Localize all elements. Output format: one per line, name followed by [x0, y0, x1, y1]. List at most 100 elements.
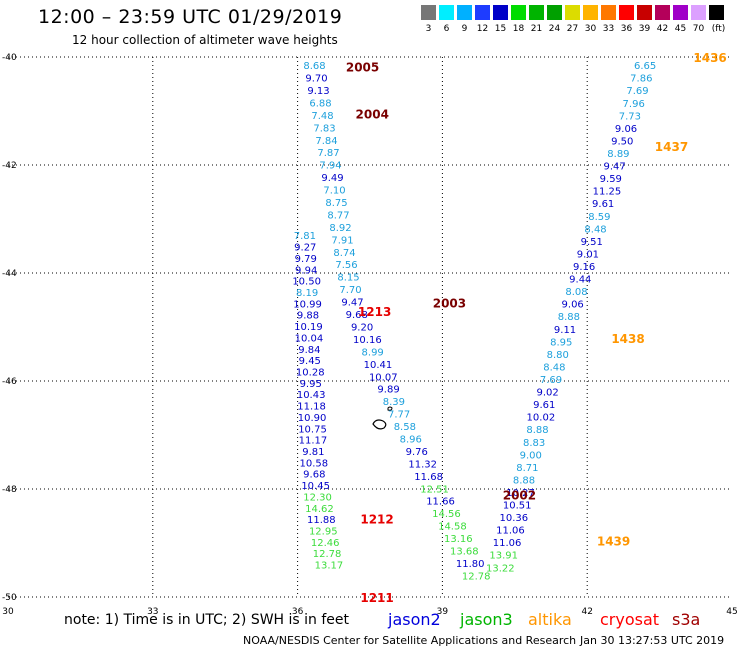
legend-swatch [691, 5, 706, 20]
x-tick-label: 39 [437, 607, 449, 617]
legend-label: 15 [494, 24, 507, 34]
wave-height-label: 11.17 [299, 436, 328, 447]
wave-height-label: 11.68 [414, 472, 443, 483]
wave-height-label: 9.79 [295, 254, 317, 265]
legend-swatch [583, 5, 598, 20]
wave-height-label: 10.27 [506, 488, 535, 499]
wave-height-label: 9.61 [533, 400, 555, 411]
wave-height-label: 8.39 [383, 397, 405, 408]
wave-height-label: 14.62 [305, 504, 334, 515]
wave-height-label: 9.47 [341, 298, 363, 309]
legend-swatch [619, 5, 634, 20]
legend-label: (ft) [711, 24, 726, 34]
wave-height-label: 13.68 [450, 547, 479, 558]
wave-height-label: 9.89 [377, 385, 399, 396]
wave-height-label: 11.80 [456, 559, 485, 570]
page-title: 12:00 – 23:59 UTC 01/29/2019 [38, 6, 343, 28]
satellite-name-s3a: s3a [672, 610, 701, 629]
wave-height-label: 11.66 [426, 497, 455, 508]
wave-height-label: 8.89 [607, 149, 629, 160]
wave-height-label: 9.16 [573, 262, 595, 273]
wave-height-label: 7.48 [311, 111, 333, 122]
legend-swatch [529, 5, 544, 20]
wave-height-label: 11.25 [593, 187, 622, 198]
generation-timestamp: Jan 30 13:27:53 UTC 2019 [580, 634, 725, 647]
wave-height-label: 10.90 [298, 413, 327, 424]
wave-height-label: 8.75 [325, 198, 347, 209]
wave-height-label: 8.88 [513, 475, 535, 486]
wave-height-label: 10.51 [503, 501, 532, 512]
legend-swatch [655, 5, 670, 20]
wave-height-label: 7.94 [319, 161, 341, 172]
wave-height-label: 9.51 [581, 237, 603, 248]
pass-time-label: 1438 [611, 332, 644, 346]
x-tick-label: 36 [292, 607, 304, 617]
wave-height-label: 10.75 [298, 424, 327, 435]
legend-label: 70 [692, 24, 705, 34]
wave-height-label: 9.20 [351, 322, 373, 333]
wave-height-label: 9.44 [569, 275, 591, 286]
island-outline [372, 406, 393, 430]
wave-height-label: 12.46 [311, 538, 340, 549]
legend-swatch [475, 5, 490, 20]
pass-time-label: 1439 [597, 534, 630, 548]
wave-height-label: 8.59 [588, 212, 610, 223]
wave-height-label: 12.30 [303, 492, 332, 503]
wave-height-label: 9.70 [305, 74, 327, 85]
legend-label: 39 [638, 24, 651, 34]
wave-height-label: 10.04 [295, 333, 324, 344]
pass-time-labels: 2005 2004 2003 2002 1213 1212 1211 1436 1437 1438… [346, 51, 727, 605]
legend-label: 33 [602, 24, 615, 34]
wave-height-label: 10.99 [293, 299, 322, 310]
wave-height-label: 9.00 [520, 450, 542, 461]
pass-time-label: 2005 [346, 61, 379, 75]
wave-height-label: 8.19 [296, 288, 318, 299]
y-tick-label: -50 [2, 593, 17, 603]
wave-height-label: 9.88 [297, 311, 319, 322]
axis-tick-labels: 30 33 36 39 42 45 -40 -42 -44 -46 -48 -50 [2, 53, 738, 617]
wave-height-label: 8.74 [333, 248, 355, 259]
wave-height-label: 8.88 [558, 312, 580, 323]
pass-time-label: 2002 [503, 488, 536, 502]
wave-height-label: 9.01 [577, 249, 599, 260]
wave-height-label: 13.91 [489, 551, 518, 562]
wave-height-label: 7.86 [630, 74, 652, 85]
legend-swatch [601, 5, 616, 20]
pass-time-label: 1213 [358, 305, 391, 319]
wave-height-label: 12.95 [309, 527, 338, 538]
wave-height-label: 14.56 [432, 509, 461, 520]
wave-height-label: 9.06 [615, 124, 637, 135]
wave-height-label: 9.59 [600, 174, 622, 185]
legend-swatch [709, 5, 724, 20]
wave-height-label: 7.10 [323, 186, 345, 197]
y-tick-label: -48 [2, 485, 17, 495]
wave-height-label: 8.77 [327, 210, 349, 221]
map-grid [8, 56, 732, 598]
y-tick-label: -46 [2, 377, 17, 387]
legend-swatch [565, 5, 580, 20]
legend-label: 45 [674, 24, 687, 34]
wave-height-label: 11.32 [408, 459, 437, 470]
pass-time-label: 1212 [360, 513, 393, 527]
y-tick-label: -44 [2, 269, 17, 279]
wave-height-label: 9.06 [562, 300, 584, 311]
wave-height-label: 9.84 [298, 345, 320, 356]
wave-height-label: 10.02 [527, 413, 556, 424]
x-tick-label: 30 [2, 607, 14, 617]
wave-height-label: 8.80 [547, 350, 569, 361]
wave-height-label: 8.83 [523, 438, 545, 449]
wave-height-label: 11.88 [307, 515, 336, 526]
legend-swatch [421, 5, 436, 20]
legend-swatch [511, 5, 526, 20]
x-tick-label: 42 [581, 607, 592, 617]
pass-time-label: 2004 [356, 108, 389, 122]
wave-height-label: 12.78 [313, 549, 342, 560]
wave-height-label: 7.87 [317, 148, 339, 159]
wave-height-label: 9.50 [611, 136, 633, 147]
legend-label: 12 [476, 24, 489, 34]
wave-height-label: 9.68 [346, 310, 368, 321]
wave-height-points: 8.68 9.709.136.88 7.487.83 7.847.87 7.949.49… [292, 61, 656, 582]
wave-height-label: 9.27 [294, 243, 316, 254]
wave-height-label: 9.76 [406, 447, 428, 458]
